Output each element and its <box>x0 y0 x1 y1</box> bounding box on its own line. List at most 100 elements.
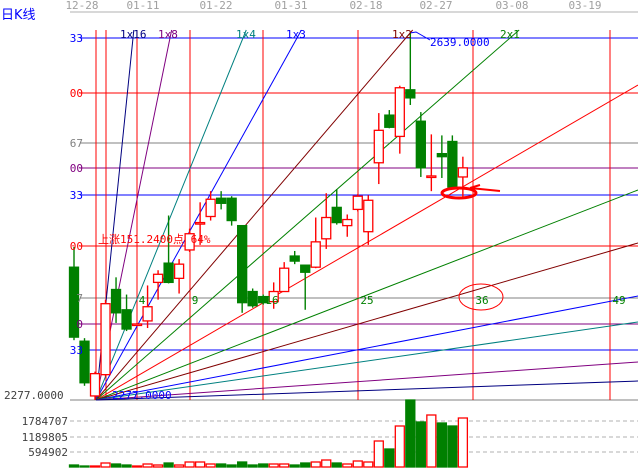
volume-bar <box>447 425 458 468</box>
candle <box>79 338 90 386</box>
candle-body <box>447 140 458 188</box>
gann-fan-line <box>95 361 638 401</box>
volume-bar <box>352 460 363 468</box>
volume-bar <box>300 462 311 468</box>
volume-bar <box>205 463 216 468</box>
candle-body <box>173 263 185 279</box>
candle-body <box>363 199 374 233</box>
candle <box>205 191 216 221</box>
candle-body <box>79 340 90 384</box>
volume-bar <box>110 463 122 468</box>
volume-bar <box>152 464 164 468</box>
candle-body <box>131 323 143 327</box>
candle-body <box>394 87 405 138</box>
date-label: 01-31 <box>274 0 307 12</box>
arrow-annotation <box>469 184 501 192</box>
candle <box>131 322 143 327</box>
candle <box>394 85 405 154</box>
candle <box>457 156 469 198</box>
low-price-overlay: 2277.0000 <box>112 389 172 402</box>
gann-fan-label: 1x2 <box>392 28 412 41</box>
candle <box>415 112 426 177</box>
volume-bar <box>363 461 374 468</box>
gann-fan-line <box>95 295 638 401</box>
candle <box>426 134 437 192</box>
square-number-label: 25 <box>360 294 373 307</box>
candle <box>436 135 448 178</box>
candle <box>310 217 321 269</box>
volume-bar <box>394 425 405 468</box>
volume-bar <box>226 464 237 468</box>
volume-bar <box>89 465 101 468</box>
low-price-label: 2277.0000 <box>4 389 64 402</box>
candle-body <box>310 241 321 268</box>
date-label: 03-08 <box>495 0 528 12</box>
candle <box>121 294 132 332</box>
gann-fan-line <box>95 321 638 401</box>
volume-bar <box>279 463 290 468</box>
candle-body <box>352 195 363 211</box>
candle <box>300 264 311 310</box>
date-label: 02-18 <box>349 0 382 12</box>
candle <box>268 282 279 309</box>
volume-bar <box>215 463 227 468</box>
candle-body <box>342 218 353 227</box>
candle <box>173 259 185 294</box>
level-label: 0 <box>76 318 83 331</box>
gann-fan-label: 1x3 <box>286 28 306 41</box>
candle <box>163 215 174 284</box>
candle-body <box>68 266 80 338</box>
gann-fan-line <box>95 29 247 401</box>
volume-bar <box>100 462 111 468</box>
volume-bar <box>163 462 174 468</box>
high-price-label: 2639.0000 <box>430 36 490 49</box>
level-label: 33 <box>70 189 83 202</box>
gann-fan-line <box>95 242 638 401</box>
volume-bar <box>194 461 206 468</box>
volume-bar <box>247 464 258 468</box>
level-label: 7 <box>76 292 83 305</box>
candle-body <box>384 114 395 128</box>
candle-body <box>152 273 164 284</box>
candle-body <box>163 262 174 284</box>
candle <box>100 299 111 377</box>
candle <box>152 270 164 300</box>
gann-fan-label: 1x8 <box>158 28 178 41</box>
candle <box>247 288 258 308</box>
candle-body <box>279 267 290 293</box>
candle <box>363 195 374 245</box>
volume-bar <box>415 421 426 468</box>
candle-body <box>268 290 279 303</box>
volume-bar <box>321 459 332 468</box>
gann-fan-label: 2x1 <box>500 28 520 41</box>
candle-body <box>247 290 258 307</box>
volume-bar <box>310 461 321 468</box>
candle-body <box>194 221 206 225</box>
volume-bar <box>173 464 185 468</box>
candle <box>68 246 80 341</box>
gann-fan-line <box>95 29 414 401</box>
circle-annotation <box>458 283 504 311</box>
date-label: 01-11 <box>126 0 159 12</box>
volume-bar <box>373 440 384 468</box>
gann-fan-label: 1x4 <box>236 28 256 41</box>
candle <box>447 135 458 190</box>
candle-body <box>289 255 300 262</box>
gann-fan-line <box>95 29 302 401</box>
candle <box>289 250 300 265</box>
candle <box>405 33 416 105</box>
volume-bar <box>79 465 90 468</box>
candle <box>331 189 342 225</box>
candle <box>184 228 195 252</box>
candle-body <box>373 129 384 164</box>
volume-bar <box>68 464 80 468</box>
candle-body <box>142 306 153 322</box>
level-label: 00 <box>70 240 83 253</box>
gain-annotation: 上涨151.2400点 64% <box>98 233 211 246</box>
candle <box>215 191 227 210</box>
volume-bar <box>142 463 153 468</box>
candle-body <box>121 309 132 330</box>
candle <box>237 224 248 313</box>
square-number-label: 9 <box>192 294 199 307</box>
